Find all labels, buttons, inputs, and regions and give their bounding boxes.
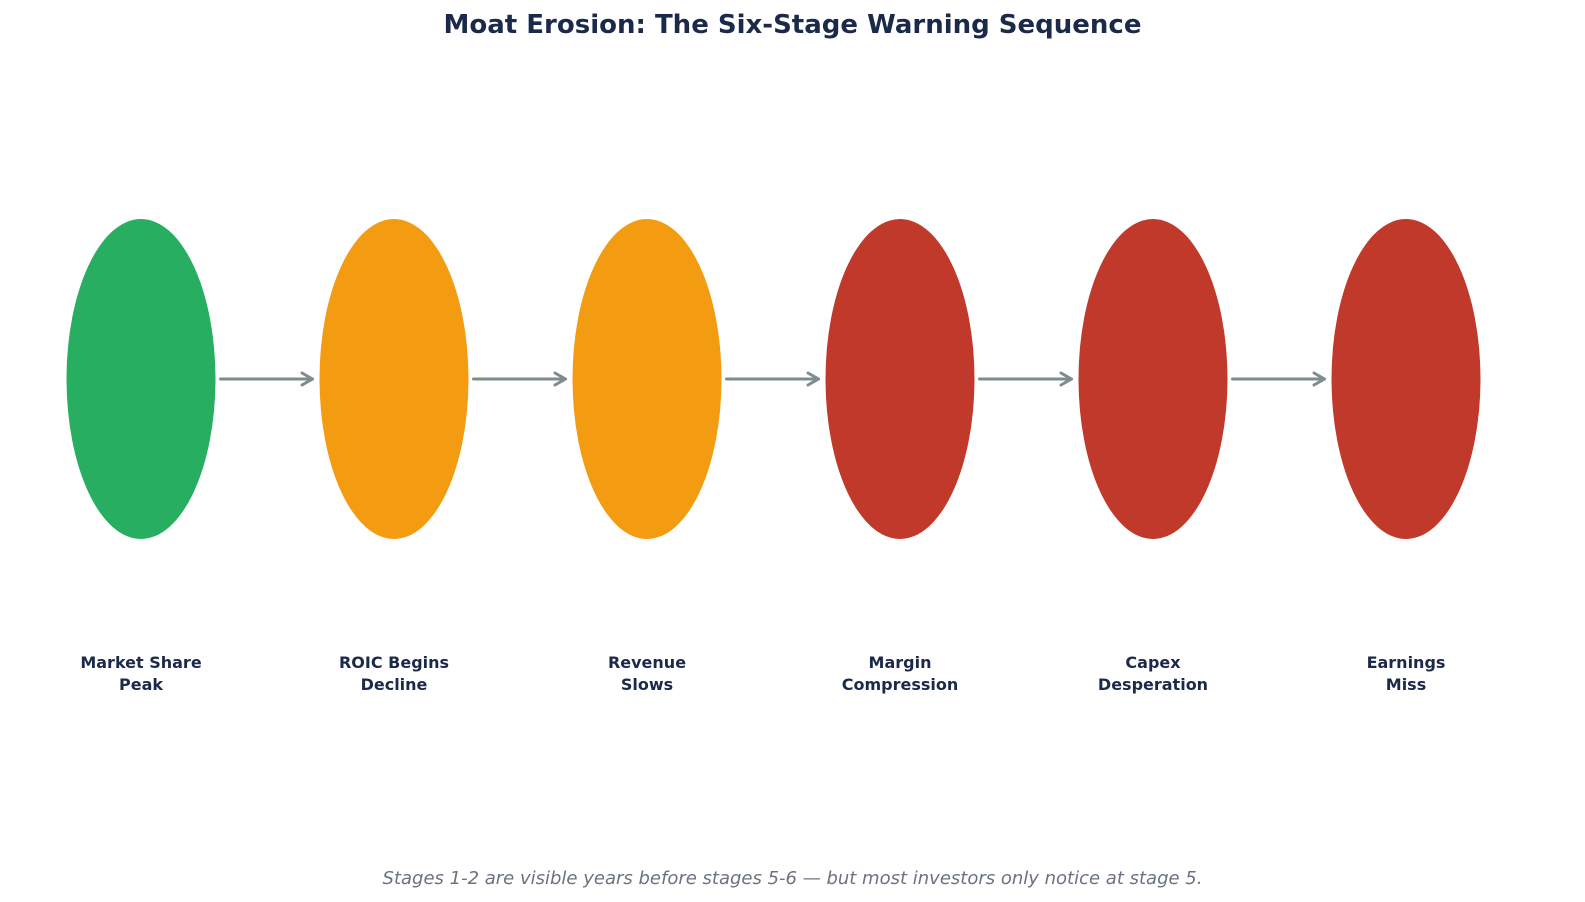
diagram-title: Moat Erosion: The Six-Stage Warning Sequ…	[443, 10, 1142, 40]
stage-4-node	[825, 219, 975, 539]
stage-3-label: Revenue Slows	[607, 653, 687, 694]
stage-2-node	[319, 219, 469, 539]
stage-2-label: ROIC Begins Decline	[338, 653, 450, 694]
stage-5-label: Capex Desperation	[1097, 653, 1209, 694]
stage-1-node	[66, 219, 216, 539]
stage-4-label: Margin Compression	[841, 653, 959, 694]
stage-1-label: Market Share Peak	[80, 653, 202, 694]
stage-3-node	[572, 219, 722, 539]
footnote: Stages 1-2 are visible years before stag…	[382, 868, 1203, 889]
stage-6-label: Earnings Miss	[1366, 653, 1446, 694]
stage-6-node	[1331, 219, 1481, 539]
stage-5-node	[1078, 219, 1228, 539]
